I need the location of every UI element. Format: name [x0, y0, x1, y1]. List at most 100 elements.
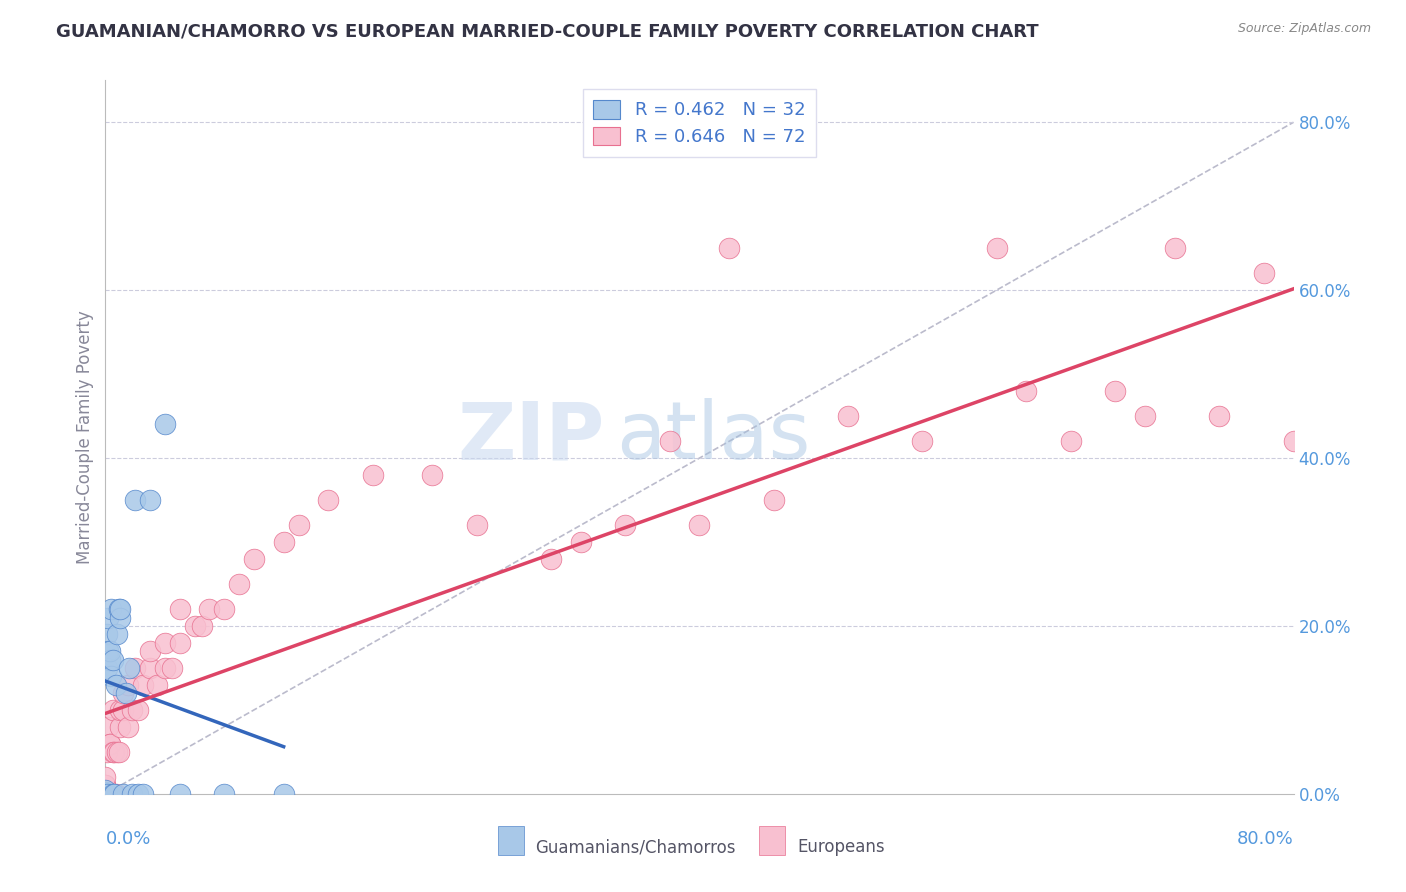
Point: [127, 787, 149, 801]
Point: [139, 661, 162, 675]
Point: [1060, 434, 1083, 449]
Point: [115, 686, 138, 700]
Point: [96, 787, 118, 801]
Point: [127, 703, 149, 717]
Point: [243, 551, 266, 566]
Point: [94, 779, 117, 793]
Point: [108, 602, 131, 616]
Point: [94, 782, 117, 797]
Point: [110, 610, 132, 624]
Point: [94, 787, 117, 801]
Point: [762, 493, 785, 508]
Point: [139, 493, 162, 508]
Point: [96, 787, 118, 801]
Point: [96, 661, 118, 675]
Point: [214, 787, 236, 801]
Point: [118, 661, 141, 675]
Point: [658, 434, 681, 449]
Point: [94, 782, 117, 797]
Point: [273, 787, 295, 801]
Point: [169, 602, 191, 616]
Point: [183, 619, 205, 633]
Point: [1104, 384, 1126, 398]
Point: [718, 241, 741, 255]
Point: [986, 241, 1008, 255]
Point: [94, 787, 117, 801]
Point: [104, 678, 127, 692]
Bar: [498, 826, 523, 855]
Point: [1253, 266, 1275, 280]
Point: [105, 745, 128, 759]
Point: [108, 745, 131, 759]
Point: [110, 703, 132, 717]
Point: [103, 745, 125, 759]
Point: [100, 602, 122, 616]
Point: [94, 787, 117, 801]
Point: [614, 518, 637, 533]
Point: [569, 535, 592, 549]
Point: [101, 703, 124, 717]
Point: [1015, 384, 1038, 398]
Point: [1282, 434, 1305, 449]
Point: [465, 518, 488, 533]
Point: [98, 652, 121, 666]
Text: GUAMANIAN/CHAMORRO VS EUROPEAN MARRIED-COUPLE FAMILY POVERTY CORRELATION CHART: GUAMANIAN/CHAMORRO VS EUROPEAN MARRIED-C…: [56, 22, 1039, 40]
Point: [420, 467, 443, 482]
Point: [112, 703, 135, 717]
Legend: R = 0.462   N = 32, R = 0.646   N = 72: R = 0.462 N = 32, R = 0.646 N = 72: [582, 89, 817, 157]
Point: [214, 602, 236, 616]
Point: [101, 787, 124, 801]
Point: [1312, 409, 1334, 423]
Point: [911, 434, 934, 449]
Point: [361, 467, 384, 482]
Point: [146, 678, 169, 692]
Point: [98, 737, 121, 751]
Point: [169, 636, 191, 650]
Point: [94, 787, 117, 801]
Point: [228, 577, 250, 591]
Point: [198, 602, 221, 616]
Point: [124, 661, 146, 675]
Text: Source: ZipAtlas.com: Source: ZipAtlas.com: [1237, 22, 1371, 36]
Point: [540, 551, 562, 566]
Point: [121, 787, 143, 801]
Point: [98, 737, 121, 751]
Text: 0.0%: 0.0%: [105, 830, 150, 847]
Point: [96, 745, 118, 759]
Point: [1208, 409, 1230, 423]
Point: [117, 678, 139, 692]
Point: [94, 785, 117, 799]
Point: [94, 779, 117, 793]
Point: [162, 661, 184, 675]
Point: [97, 720, 120, 734]
Text: Europeans: Europeans: [797, 838, 884, 856]
Point: [191, 619, 214, 633]
Point: [97, 787, 120, 801]
Point: [112, 686, 135, 700]
Text: 80.0%: 80.0%: [1237, 830, 1294, 847]
Point: [153, 636, 176, 650]
Point: [101, 652, 124, 666]
Point: [98, 644, 121, 658]
Point: [287, 518, 309, 533]
Point: [1133, 409, 1156, 423]
Point: [131, 787, 153, 801]
Point: [97, 610, 120, 624]
Point: [153, 417, 176, 432]
Point: [100, 787, 122, 801]
Point: [131, 678, 153, 692]
Point: [112, 787, 135, 801]
Point: [94, 770, 117, 784]
Point: [837, 409, 859, 423]
Point: [316, 493, 339, 508]
Point: [110, 602, 132, 616]
Point: [124, 493, 146, 508]
Point: [169, 787, 191, 801]
Point: [117, 720, 139, 734]
Text: Guamanians/Chamorros: Guamanians/Chamorros: [536, 838, 735, 856]
Point: [689, 518, 711, 533]
Point: [104, 787, 127, 801]
Text: ZIP: ZIP: [457, 398, 605, 476]
Point: [101, 745, 124, 759]
Point: [94, 787, 117, 801]
